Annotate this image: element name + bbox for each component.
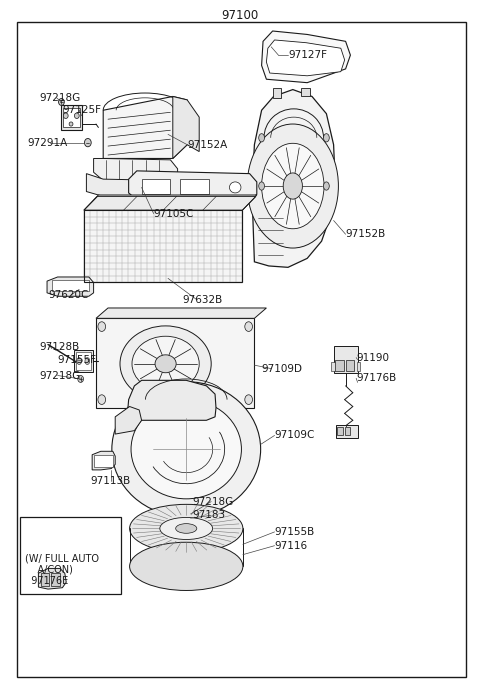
Ellipse shape bbox=[84, 138, 91, 147]
Polygon shape bbox=[84, 210, 242, 282]
Polygon shape bbox=[92, 451, 115, 470]
Ellipse shape bbox=[324, 182, 329, 190]
Text: 97128B: 97128B bbox=[39, 342, 80, 351]
Text: 97152B: 97152B bbox=[346, 229, 386, 239]
Ellipse shape bbox=[112, 382, 261, 517]
Text: 97109C: 97109C bbox=[275, 431, 315, 440]
Ellipse shape bbox=[176, 524, 197, 533]
Ellipse shape bbox=[229, 182, 241, 193]
Ellipse shape bbox=[155, 355, 176, 373]
Polygon shape bbox=[84, 195, 257, 210]
Ellipse shape bbox=[98, 322, 106, 331]
Ellipse shape bbox=[74, 113, 79, 119]
Text: 97113B: 97113B bbox=[90, 476, 131, 486]
Text: 97632B: 97632B bbox=[182, 295, 223, 305]
Ellipse shape bbox=[245, 395, 252, 404]
Polygon shape bbox=[86, 174, 180, 198]
Bar bbox=[63, 108, 80, 127]
Bar bbox=[345, 427, 350, 435]
Ellipse shape bbox=[245, 322, 252, 331]
Ellipse shape bbox=[283, 173, 302, 199]
Text: 97105C: 97105C bbox=[154, 209, 194, 218]
Polygon shape bbox=[173, 96, 199, 158]
Bar bbox=[346, 360, 354, 371]
Ellipse shape bbox=[160, 517, 213, 539]
Text: 97183: 97183 bbox=[192, 511, 225, 520]
Bar bbox=[20, 517, 121, 594]
Polygon shape bbox=[38, 568, 66, 589]
Polygon shape bbox=[266, 40, 345, 76]
Polygon shape bbox=[115, 407, 142, 434]
Bar bbox=[52, 280, 89, 291]
Ellipse shape bbox=[78, 376, 84, 382]
Text: 97620C: 97620C bbox=[48, 290, 88, 300]
Polygon shape bbox=[129, 171, 257, 201]
Bar bbox=[334, 346, 358, 373]
Bar bbox=[51, 573, 60, 586]
Bar bbox=[94, 455, 113, 467]
Ellipse shape bbox=[247, 124, 338, 248]
Polygon shape bbox=[84, 196, 256, 210]
Ellipse shape bbox=[131, 400, 241, 499]
Text: 97218G: 97218G bbox=[39, 93, 81, 103]
Polygon shape bbox=[47, 277, 94, 296]
Bar bbox=[84, 210, 242, 282]
Bar bbox=[357, 362, 360, 371]
Ellipse shape bbox=[120, 326, 211, 402]
Polygon shape bbox=[96, 308, 266, 318]
Bar bbox=[142, 179, 170, 194]
Bar bbox=[61, 105, 82, 130]
Text: 97125F: 97125F bbox=[62, 105, 101, 115]
Ellipse shape bbox=[98, 395, 106, 404]
Text: 97291A: 97291A bbox=[28, 138, 68, 147]
Polygon shape bbox=[262, 31, 350, 83]
Bar bbox=[41, 573, 49, 586]
Bar bbox=[335, 360, 344, 371]
Text: 97100: 97100 bbox=[221, 9, 259, 21]
Text: 97218G: 97218G bbox=[39, 371, 81, 380]
Ellipse shape bbox=[262, 143, 324, 229]
Bar bbox=[74, 350, 93, 372]
Bar bbox=[336, 425, 358, 438]
Text: (W/ FULL AUTO
    A/CON)
  97176E: (W/ FULL AUTO A/CON) 97176E bbox=[25, 553, 99, 586]
Ellipse shape bbox=[130, 542, 243, 590]
Bar bbox=[76, 352, 91, 370]
Ellipse shape bbox=[324, 134, 329, 142]
Ellipse shape bbox=[259, 182, 264, 190]
Ellipse shape bbox=[259, 134, 264, 142]
Polygon shape bbox=[252, 90, 335, 267]
Bar bbox=[337, 427, 343, 435]
Ellipse shape bbox=[182, 513, 191, 523]
Text: 91190: 91190 bbox=[356, 353, 389, 362]
Ellipse shape bbox=[77, 358, 82, 364]
Ellipse shape bbox=[69, 122, 73, 126]
Text: 97109D: 97109D bbox=[262, 364, 302, 373]
Bar bbox=[301, 88, 310, 96]
Ellipse shape bbox=[132, 336, 199, 391]
Text: 97218G: 97218G bbox=[192, 497, 233, 506]
Text: 97116: 97116 bbox=[275, 541, 308, 551]
Bar bbox=[96, 318, 254, 408]
Text: 97127F: 97127F bbox=[288, 50, 327, 60]
Text: 97155B: 97155B bbox=[275, 527, 315, 537]
Text: 97155F: 97155F bbox=[58, 356, 96, 365]
Polygon shape bbox=[127, 380, 216, 420]
Bar bbox=[273, 88, 281, 98]
Polygon shape bbox=[103, 96, 187, 158]
Ellipse shape bbox=[130, 504, 243, 553]
Ellipse shape bbox=[63, 113, 68, 119]
Bar bbox=[331, 362, 335, 371]
Text: 97176B: 97176B bbox=[356, 373, 396, 383]
Ellipse shape bbox=[85, 358, 90, 364]
Text: 97152A: 97152A bbox=[187, 140, 228, 150]
Bar bbox=[180, 179, 209, 194]
Bar bbox=[84, 210, 242, 282]
Ellipse shape bbox=[59, 99, 64, 105]
Polygon shape bbox=[94, 158, 178, 181]
